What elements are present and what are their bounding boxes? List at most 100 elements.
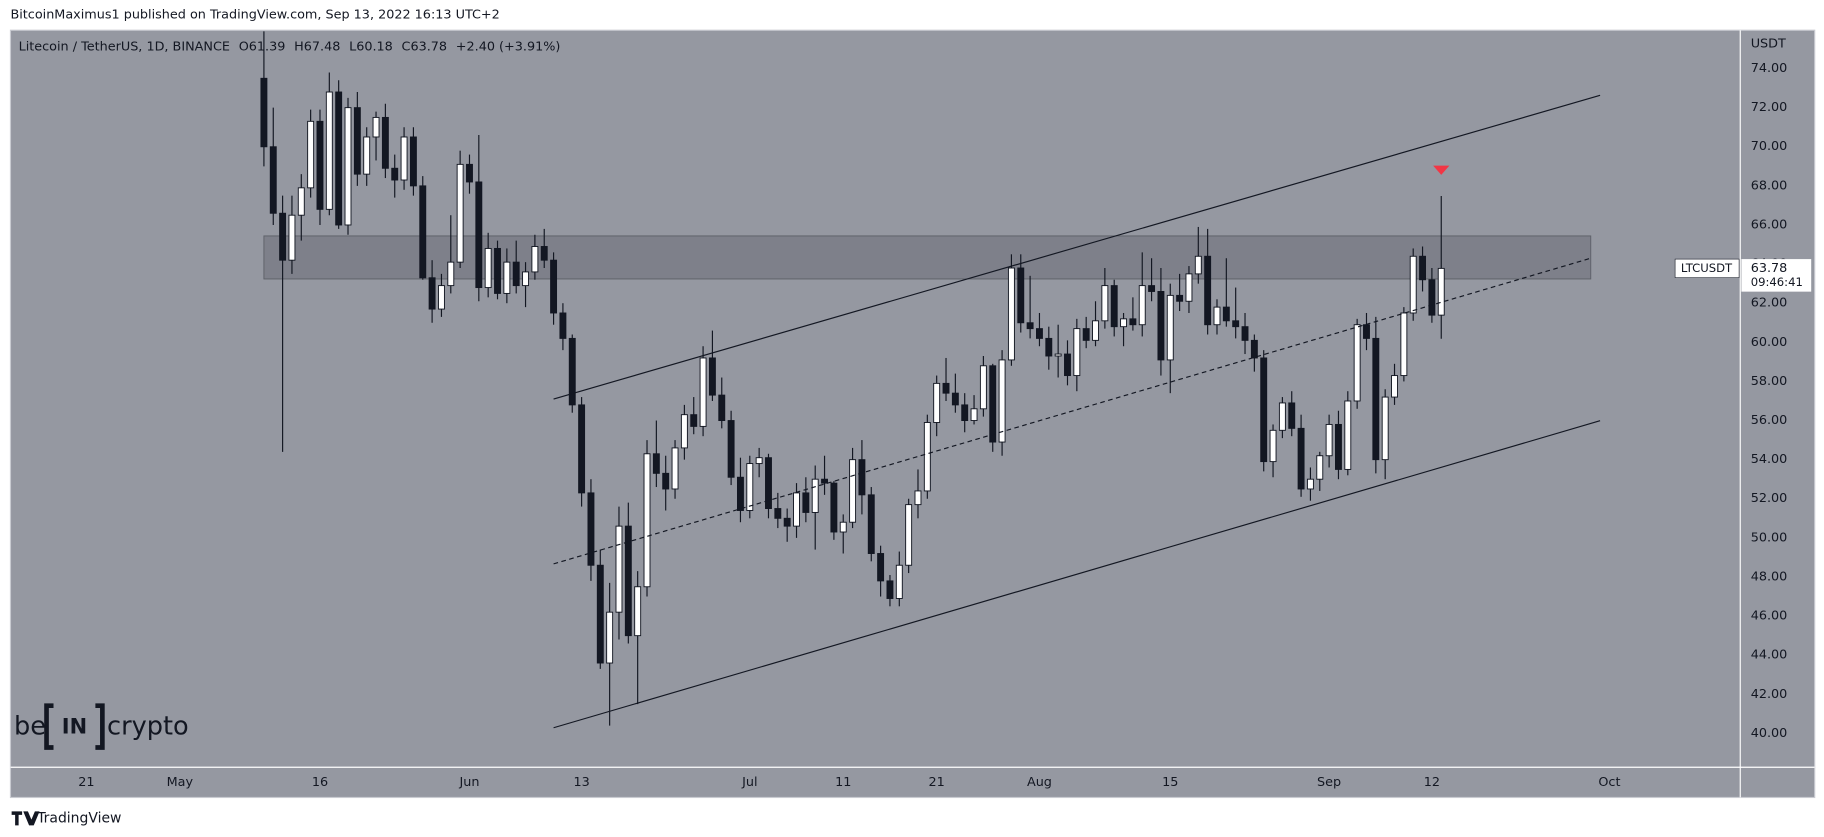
- candle-body: [1316, 455, 1324, 480]
- candle-body: [1026, 322, 1034, 330]
- candle-body: [923, 422, 931, 492]
- x-tick-label: Jun: [458, 775, 479, 790]
- candle-body: [699, 357, 707, 427]
- watermark-mark: IN: [62, 715, 87, 739]
- candle-body: [895, 564, 903, 599]
- candle-body: [1017, 267, 1025, 324]
- candle-body: [1297, 427, 1305, 490]
- symbol-label: LTCUSDT: [1681, 261, 1733, 275]
- candle-body: [624, 525, 632, 637]
- candle-body: [400, 136, 408, 181]
- candle-body: [690, 414, 698, 427]
- candle-body: [718, 394, 726, 422]
- candle-body: [821, 478, 829, 484]
- candle-body: [746, 463, 754, 511]
- last-price: 63.78: [1751, 261, 1788, 276]
- candle-body: [531, 246, 539, 273]
- candle-body: [905, 504, 913, 566]
- candle-body: [830, 482, 838, 533]
- x-tick-label: 12: [1424, 775, 1440, 790]
- x-tick-label: 13: [573, 775, 589, 790]
- legend-high: H67.48: [294, 39, 340, 54]
- candle-body: [1437, 267, 1445, 316]
- candle-body: [1232, 320, 1240, 328]
- candle-body: [540, 246, 548, 261]
- candle-body: [484, 247, 492, 289]
- candle-body: [1045, 337, 1053, 357]
- candle-body: [428, 277, 436, 310]
- candle-body: [643, 453, 651, 588]
- legend: Litecoin / TetherUS, 1D, BINANCE O61.39 …: [19, 39, 561, 54]
- candle-body: [316, 120, 324, 210]
- last-price-box: [1741, 259, 1812, 292]
- candle-body: [1073, 328, 1081, 377]
- candle-body: [1064, 353, 1071, 377]
- candle-body: [755, 457, 763, 465]
- candle-body: [839, 521, 847, 533]
- candle-body: [811, 478, 819, 513]
- footer-brand: TradingView: [36, 810, 121, 826]
- legend-change: +2.40 (+3.91%): [456, 39, 561, 54]
- candle-body: [1278, 402, 1286, 431]
- candle-body: [1428, 279, 1436, 316]
- channel-line: [553, 420, 1601, 729]
- candle-body: [1101, 285, 1109, 322]
- candle-body: [708, 357, 716, 396]
- legend-close: C63.78: [402, 39, 448, 54]
- candle-body: [998, 359, 1006, 443]
- candle-body: [1194, 255, 1202, 275]
- candle-body: [1269, 429, 1277, 463]
- candle-body: [886, 580, 894, 599]
- legend-low: L60.18: [349, 39, 393, 54]
- x-tick-label: 15: [1162, 775, 1178, 790]
- x-tick-label: 16: [312, 775, 328, 790]
- candle-body: [1082, 328, 1090, 341]
- candle-body: [671, 447, 679, 490]
- y-tick-label: 40.00: [1751, 726, 1788, 741]
- currency-label: USDT: [1751, 37, 1786, 52]
- candle-body: [503, 261, 511, 294]
- candle-body: [391, 167, 399, 181]
- candle-body: [297, 187, 305, 216]
- candle-body: [867, 494, 875, 554]
- candle-body: [325, 91, 333, 210]
- candle-body: [1381, 396, 1389, 461]
- candle-body: [1148, 285, 1156, 292]
- y-tick-label: 54.00: [1751, 452, 1788, 467]
- x-tick-label: Oct: [1598, 775, 1620, 790]
- candle-body: [1363, 324, 1370, 339]
- watermark: be IN crypto: [14, 703, 189, 750]
- candle-body: [1306, 478, 1314, 490]
- candle-body: [1213, 306, 1221, 326]
- legend-title: Litecoin / TetherUS, 1D, BINANCE: [19, 39, 230, 54]
- x-tick-label: 11: [835, 775, 851, 790]
- candle-body: [979, 365, 987, 410]
- candle-body: [1129, 318, 1137, 326]
- candle-body: [606, 611, 614, 664]
- candle-body: [1176, 294, 1184, 302]
- y-tick-label: 50.00: [1751, 530, 1788, 545]
- candle-body: [1391, 375, 1398, 398]
- candle-body: [1400, 312, 1408, 377]
- candle-body: [727, 420, 735, 478]
- y-tick-label: 58.00: [1751, 374, 1788, 389]
- candle-body: [596, 564, 604, 664]
- candle-body: [1260, 357, 1268, 463]
- y-tick-label: 44.00: [1751, 648, 1788, 663]
- chart-panel: [9, 29, 1816, 799]
- candle-body: [353, 107, 361, 175]
- y-tick-label: 52.00: [1751, 491, 1788, 506]
- channel-line: [553, 257, 1591, 565]
- candle-body: [951, 392, 959, 406]
- candle-body: [736, 476, 744, 511]
- candle-body: [1138, 285, 1146, 326]
- candle-body: [634, 586, 642, 637]
- candle-body: [989, 365, 997, 443]
- candle-body: [307, 120, 315, 189]
- x-tick-label: May: [167, 775, 194, 790]
- candle-body: [1325, 423, 1333, 457]
- y-tick-label: 60.00: [1751, 335, 1788, 350]
- candle-body: [372, 116, 380, 138]
